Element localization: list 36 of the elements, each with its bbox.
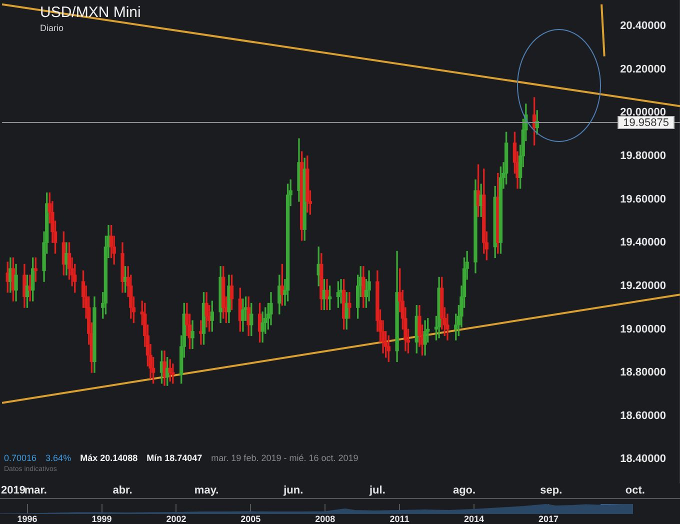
y-tick-label: 20.20000 bbox=[620, 63, 666, 76]
x-tick-label: 2019 bbox=[0, 484, 26, 497]
y-tick-label: 20.40000 bbox=[620, 20, 666, 32]
annotation: mar. 19 feb. 2019 - mié. 16 oct. 2019 bbox=[211, 453, 358, 463]
x-tick-label: ago. bbox=[452, 484, 476, 497]
y-tick-label: 19.40000 bbox=[620, 236, 666, 249]
y-tick-label: 20.00000 bbox=[620, 106, 666, 119]
x-tick-label: 1999 bbox=[92, 514, 112, 524]
x-tick-label: abr. bbox=[112, 484, 132, 497]
annotation: 3.64% bbox=[46, 453, 72, 463]
x-tick-label: 2008 bbox=[315, 514, 336, 524]
y-tick-label: 18.60000 bbox=[620, 410, 666, 422]
annotation: 0.70016 bbox=[4, 453, 37, 463]
y-tick-label: 19.20000 bbox=[620, 280, 666, 292]
x-tick-label: 2005 bbox=[240, 514, 261, 524]
annotation: Mín 18.74047 bbox=[146, 453, 202, 463]
text: Diario bbox=[40, 23, 64, 33]
y-tick-label: 18.80000 bbox=[620, 366, 666, 379]
x-tick-label: 2002 bbox=[166, 514, 186, 524]
x-tick-label: 2014 bbox=[464, 514, 484, 524]
candlestick bbox=[190, 320, 194, 350]
x-tick-label: may. bbox=[194, 484, 219, 497]
ref-line-label: 19.95875 bbox=[623, 117, 670, 130]
y-tick-label: 18.40000 bbox=[620, 453, 666, 466]
y-tick-label: 19.60000 bbox=[620, 193, 666, 206]
annotation: Máx 20.14088 bbox=[80, 453, 138, 463]
x-tick-label: oct. bbox=[625, 484, 645, 497]
x-tick-label: 2017 bbox=[538, 514, 558, 524]
x-tick-label: 1996 bbox=[17, 514, 38, 524]
x-tick-label: jun. bbox=[282, 484, 304, 497]
y-tick-label: 19.00000 bbox=[620, 323, 666, 336]
x-tick-label: 2011 bbox=[390, 514, 410, 524]
y-tick-label: 19.80000 bbox=[620, 150, 666, 162]
x-tick-label: jul. bbox=[368, 484, 386, 497]
x-tick-label: mar. bbox=[24, 484, 47, 497]
x-tick-label: sep. bbox=[540, 484, 562, 497]
